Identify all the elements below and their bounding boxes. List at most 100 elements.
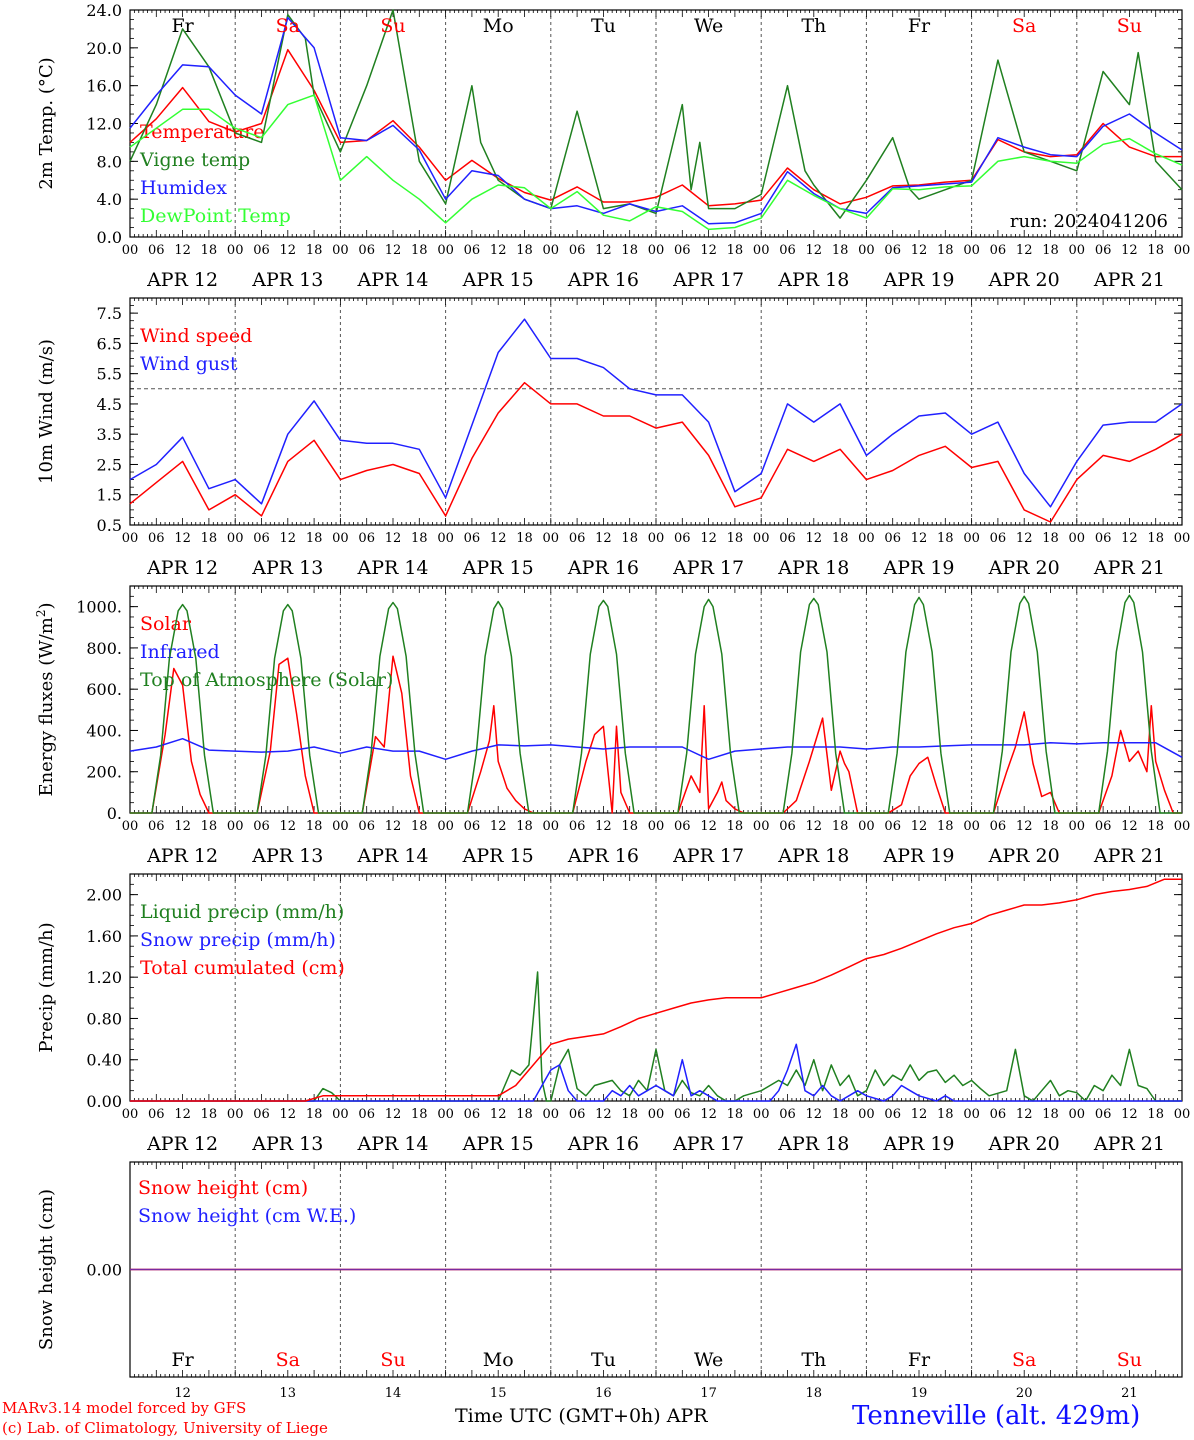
x-hour-label: 00 <box>648 531 665 546</box>
x-hour-label: 18 <box>516 1107 533 1122</box>
x-hour-label: 18 <box>727 243 744 258</box>
y-tick-label: 800. <box>86 639 122 658</box>
x-hour-label: 06 <box>1095 819 1112 834</box>
x-hour-label: 18 <box>937 819 954 834</box>
y-tick-label: 0.0 <box>97 228 122 247</box>
y-axis-label: Precip (mm/h) <box>36 922 57 1052</box>
x-hour-label: 00 <box>227 243 244 258</box>
x-day-label: APR 18 <box>777 269 849 291</box>
series-line <box>129 94 1183 231</box>
x-hour-label: 06 <box>674 819 691 834</box>
weekday-label: Sa <box>276 15 300 37</box>
weekday-label: Sa <box>1012 1349 1036 1371</box>
x-day-number: 15 <box>490 1386 507 1401</box>
x-hour-label: 06 <box>674 243 691 258</box>
x-day-label: APR 20 <box>988 269 1060 291</box>
x-hour-label: 12 <box>385 531 402 546</box>
x-day-label: APR 18 <box>777 845 849 867</box>
y-tick-label: 20.0 <box>86 39 122 58</box>
x-day-label: APR 19 <box>882 269 954 291</box>
weekday-label: Fr <box>171 15 194 37</box>
x-day-label: APR 19 <box>882 845 954 867</box>
x-hour-label: 00 <box>543 531 560 546</box>
x-hour-label: 18 <box>1042 243 1059 258</box>
x-day-label: APR 18 <box>777 557 849 579</box>
weekday-label: Su <box>380 15 405 37</box>
x-hour-label: 06 <box>569 531 586 546</box>
x-hour-label: 18 <box>516 243 533 258</box>
legend-entry: Liquid precip (mm/h) <box>140 901 344 923</box>
x-hour-label: 18 <box>1147 243 1164 258</box>
legend-entry: Infrared <box>140 641 220 663</box>
x-hour-label: 18 <box>832 531 849 546</box>
x-hour-label: 18 <box>201 819 218 834</box>
y-tick-label: 2.5 <box>97 455 122 474</box>
x-hour-label: 18 <box>411 819 428 834</box>
x-day-label: APR 15 <box>462 557 534 579</box>
x-hour-label: 12 <box>174 243 191 258</box>
x-day-label: APR 12 <box>146 269 218 291</box>
x-day-label: APR 18 <box>777 1133 849 1155</box>
x-hour-label: 18 <box>937 243 954 258</box>
x-hour-label: 00 <box>332 531 349 546</box>
x-hour-label: 18 <box>306 243 323 258</box>
series-line <box>130 971 1182 1102</box>
x-hour-label: 18 <box>306 1107 323 1122</box>
x-hour-label: 06 <box>358 531 375 546</box>
x-hour-label: 18 <box>621 819 638 834</box>
x-hour-label: 12 <box>806 243 823 258</box>
x-hour-label: 06 <box>569 819 586 834</box>
x-hour-label: 12 <box>174 819 191 834</box>
x-hour-label: 06 <box>1095 1107 1112 1122</box>
panel-3: 0. 200. 400. 600. 800. 1000. Energy fluxes (W/… <box>34 585 1190 867</box>
x-hour-label: 00 <box>753 531 770 546</box>
y-tick-label: 4.0 <box>97 190 122 209</box>
x-hour-label: 12 <box>490 819 507 834</box>
series-line <box>129 9 1183 219</box>
x-day-label: APR 15 <box>462 269 534 291</box>
weekday-label: Sa <box>1012 15 1036 37</box>
x-day-label: APR 13 <box>251 1133 323 1155</box>
x-hour-label: 00 <box>332 243 349 258</box>
x-hour-label: 18 <box>201 1107 218 1122</box>
x-hour-label: 00 <box>1069 243 1086 258</box>
x-hour-label: 12 <box>280 819 297 834</box>
x-hour-label: 00 <box>437 243 454 258</box>
y-tick-label: 12.0 <box>86 115 122 134</box>
weekday-label: Su <box>380 1349 405 1371</box>
x-hour-label: 00 <box>858 819 875 834</box>
x-day-number: 18 <box>806 1386 823 1401</box>
model-credit: MARv3.14 model forced by GFS <box>2 1399 247 1417</box>
x-hour-label: 18 <box>832 819 849 834</box>
x-hour-label: 18 <box>411 1107 428 1122</box>
x-day-label: APR 19 <box>882 557 954 579</box>
x-hour-label: 06 <box>779 243 796 258</box>
x-hour-label: 18 <box>1042 531 1059 546</box>
x-hour-label: 00 <box>122 819 139 834</box>
weekday-label: We <box>694 1349 723 1371</box>
x-hour-label: 12 <box>385 819 402 834</box>
x-hour-label: 18 <box>621 1107 638 1122</box>
weekday-label: Th <box>801 1349 826 1371</box>
panel-5: 0.00 Snow height (cm) Snow height (cm) Snow… <box>36 1161 1183 1401</box>
x-day-label: APR 12 <box>146 557 218 579</box>
x-hour-label: 06 <box>990 243 1007 258</box>
x-hour-label: 06 <box>884 819 901 834</box>
x-hour-label: 12 <box>280 1107 297 1122</box>
x-hour-label: 00 <box>648 1107 665 1122</box>
x-hour-label: 06 <box>464 1107 481 1122</box>
x-hour-label: 06 <box>253 819 270 834</box>
x-hour-label: 06 <box>674 1107 691 1122</box>
x-day-label: APR 16 <box>567 557 639 579</box>
x-hour-label: 06 <box>990 531 1007 546</box>
x-hour-label: 12 <box>595 531 612 546</box>
x-hour-label: 18 <box>411 531 428 546</box>
x-hour-label: 12 <box>911 1107 928 1122</box>
weekday-label: Tu <box>591 1349 616 1371</box>
x-hour-label: 12 <box>490 531 507 546</box>
x-hour-label: 06 <box>884 531 901 546</box>
legend-entry: Wind speed <box>140 325 252 347</box>
series-line <box>130 878 1182 1102</box>
x-hour-label: 18 <box>1042 819 1059 834</box>
x-hour-label: 06 <box>674 531 691 546</box>
